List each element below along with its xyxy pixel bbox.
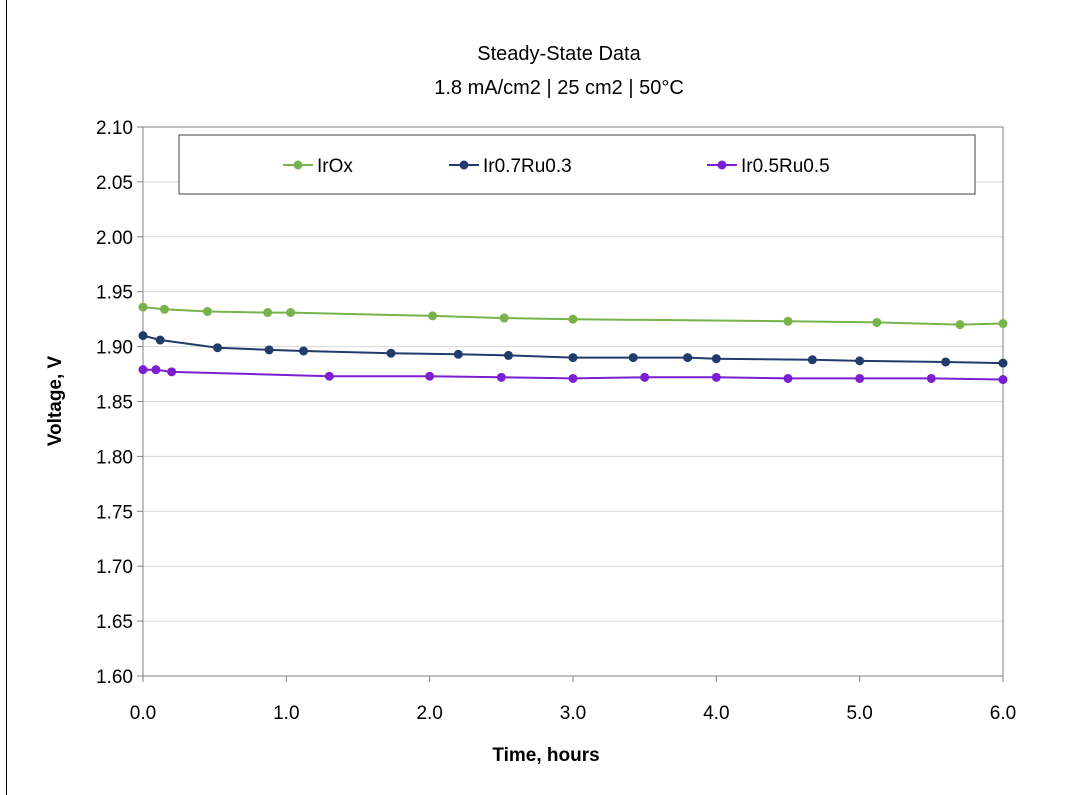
y-tick-label: 1.60 (96, 667, 133, 688)
data-point (711, 354, 721, 364)
x-axis-ticks: 0.0 1.0 2.0 3.0 4.0 5.0 6.0 (130, 676, 1016, 724)
data-series (138, 302, 1008, 385)
y-tick-label: 1.75 (96, 502, 133, 523)
data-point (926, 373, 936, 383)
legend[interactable]: IrOx Ir0.7Ru0.3 Ir0.5Ru0.5 (178, 134, 976, 195)
legend-label: IrOx (317, 156, 353, 177)
legend-marker (293, 160, 303, 170)
data-point (425, 371, 435, 381)
data-point (783, 316, 793, 326)
data-point (496, 372, 506, 382)
data-point (428, 311, 438, 321)
data-point (286, 308, 296, 318)
data-point (264, 345, 274, 355)
data-point (568, 353, 578, 363)
legend-item-2: Ir0.5Ru0.5 (707, 156, 830, 177)
x-tick-label: 0.0 (130, 703, 156, 724)
data-point (998, 375, 1008, 385)
x-tick-label: 1.0 (273, 703, 299, 724)
x-tick-label: 4.0 (703, 703, 729, 724)
y-axis-ticks: 1.60 1.65 1.70 1.75 1.80 1.85 1.90 1.95 2.00 2.05… (96, 118, 143, 688)
data-point (386, 348, 396, 358)
data-point (568, 314, 578, 324)
data-point (167, 367, 177, 377)
y-tick-label: 1.65 (96, 612, 133, 633)
y-tick-label: 2.10 (96, 118, 133, 139)
data-point (640, 372, 650, 382)
x-tick-label: 5.0 (846, 703, 872, 724)
data-point (299, 346, 309, 356)
legend-label: Ir0.7Ru0.3 (483, 156, 572, 177)
y-tick-label: 1.70 (96, 557, 133, 578)
data-point (998, 358, 1008, 368)
y-axis-label: Voltage, V (45, 355, 66, 446)
data-point (955, 320, 965, 330)
y-tick-label: 1.80 (96, 447, 133, 468)
data-point (453, 349, 463, 359)
series-0 (138, 302, 1008, 330)
x-tick-label: 3.0 (560, 703, 586, 724)
left-border-line (6, 0, 7, 795)
data-point (138, 365, 148, 375)
y-tick-label: 1.85 (96, 393, 133, 414)
data-point (324, 371, 334, 381)
data-point (855, 356, 865, 366)
gridlines (143, 181, 1003, 622)
series-line (142, 306, 1004, 326)
data-point (504, 350, 513, 360)
data-point (155, 335, 165, 345)
chart-subtitle: 1.8 mA/cm2 | 25 cm2 | 50°C (434, 77, 684, 99)
y-tick-label: 1.95 (96, 283, 133, 304)
data-point (213, 343, 223, 353)
y-tick-label: 1.90 (96, 338, 133, 359)
x-tick-label: 6.0 (990, 703, 1016, 724)
series-1 (138, 331, 1008, 368)
data-point (783, 373, 793, 383)
data-point (855, 373, 865, 383)
data-point (568, 373, 578, 383)
series-line (142, 334, 1004, 365)
data-point (807, 355, 817, 365)
data-point (683, 353, 693, 363)
data-point (628, 353, 638, 363)
data-point (711, 372, 721, 382)
y-tick-label: 2.00 (96, 228, 133, 249)
x-tick-label: 2.0 (416, 703, 442, 724)
data-point (203, 306, 212, 316)
y-tick-label: 2.05 (96, 173, 133, 194)
legend-item-0: IrOx (283, 156, 353, 177)
data-point (151, 365, 161, 375)
x-axis-label: Time, hours (492, 745, 599, 766)
data-point (941, 357, 951, 367)
data-point (138, 302, 148, 312)
legend-marker (459, 160, 469, 170)
data-point (872, 317, 882, 327)
data-point (263, 308, 273, 318)
chart-title: Steady-State Data (477, 43, 641, 65)
data-point (138, 331, 148, 341)
legend-marker (717, 160, 727, 170)
data-point (160, 304, 169, 314)
legend-item-1: Ir0.7Ru0.3 (449, 156, 572, 177)
data-point (499, 313, 509, 323)
series-2 (138, 365, 1008, 385)
legend-label: Ir0.5Ru0.5 (741, 156, 830, 177)
data-point (998, 319, 1008, 329)
